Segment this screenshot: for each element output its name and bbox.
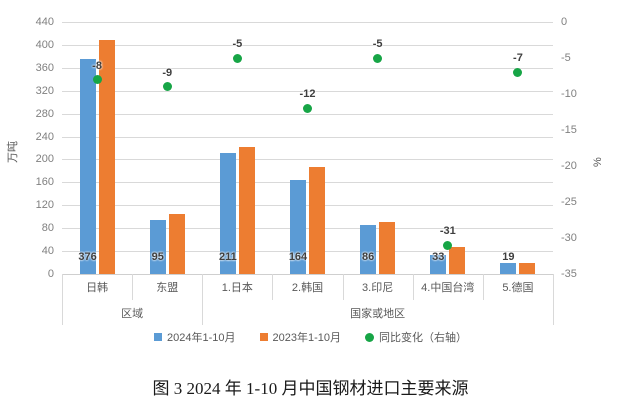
- bar-2023年1-10月-2.韩国: [309, 167, 325, 274]
- bar-2023年1-10月-东盟: [168, 214, 185, 274]
- category-separator: [272, 274, 274, 300]
- bar-2023年1-10月-4.中国台湾: [449, 246, 466, 274]
- grid-line: [62, 228, 553, 230]
- bar-2024年1-10月-东盟: [149, 219, 166, 274]
- right-axis-tick: -10: [561, 88, 577, 100]
- category-separator: [342, 274, 344, 300]
- left-axis-tick: 160: [35, 176, 54, 189]
- left-axis-tick: 240: [35, 130, 54, 143]
- data-dot: [232, 53, 242, 63]
- bar-2024年1-10月-2.韩国: [290, 180, 306, 274]
- left-axis-tick: 120: [35, 199, 54, 212]
- grid-line: [62, 136, 553, 138]
- bar-value-label: 211: [218, 251, 237, 263]
- category-label: 3.印尼: [362, 282, 394, 294]
- dot-value-label: -5: [232, 38, 243, 50]
- category-label: 2.韩国: [291, 282, 324, 294]
- left-axis-tick: 200: [35, 153, 54, 166]
- chart-area: 万吨 % 2024年1-10月 2023年1-10月 同比变化（右轴） 0 40 8…: [0, 16, 621, 345]
- figure-caption: 图 3 2024 年 1-10 月中国钢材进口主要来源: [152, 379, 469, 398]
- bar-2023年1-10月-1.日本: [238, 146, 255, 274]
- bar-value-label: 95: [151, 251, 164, 263]
- category-group-label: 区域: [121, 308, 144, 320]
- bar-value-label: 86: [362, 251, 375, 263]
- category-group-label: 国家或地区: [350, 308, 406, 320]
- category-separator: [202, 274, 204, 325]
- left-axis-tick: 80: [41, 222, 54, 235]
- bar-2024年1-10月-4.中国台湾: [430, 255, 447, 274]
- grid-line: [62, 113, 553, 115]
- bar-2024年1-10月-3.印尼: [360, 224, 377, 274]
- category-separator: [553, 274, 554, 325]
- data-dot: [443, 240, 453, 250]
- left-axis-tick: 320: [35, 84, 54, 97]
- grid-line: [62, 251, 553, 253]
- left-axis-tick: 280: [35, 107, 54, 120]
- bar-2023年1-10月-3.印尼: [379, 222, 396, 274]
- legend-label-yoy: 同比变化（右轴）: [379, 332, 467, 344]
- category-separator: [412, 274, 414, 300]
- grid-line: [62, 182, 553, 184]
- left-axis-tick: 440: [35, 16, 54, 28]
- data-dot: [92, 75, 102, 85]
- right-axis-tick: -5: [561, 52, 571, 64]
- grid-line: [62, 67, 553, 69]
- grid-line: [62, 205, 553, 207]
- legend-circle-green-icon: [365, 332, 374, 342]
- legend-item-2023: 2023年1-10月: [259, 329, 342, 345]
- bar-value-label: 19: [502, 251, 515, 263]
- bar-value-label: 33: [432, 251, 445, 263]
- right-axis-tick: -15: [561, 124, 577, 136]
- right-axis-tick: -20: [561, 160, 577, 172]
- bar-2024年1-10月-日韩: [79, 58, 96, 274]
- category-label: 4.中国台湾: [421, 282, 475, 294]
- left-axis-tick: 40: [41, 245, 54, 258]
- left-axis-tick: 0: [47, 268, 54, 280]
- legend-item-2024: 2024年1-10月: [154, 329, 236, 345]
- category-separator: [482, 274, 484, 300]
- dot-value-label: -9: [162, 66, 173, 79]
- dot-value-label: -8: [92, 59, 102, 72]
- dot-value-label: -12: [299, 88, 316, 101]
- legend-label-2023: 2023年1-10月: [272, 332, 342, 344]
- dot-value-label: -5: [372, 38, 383, 50]
- bar-2024年1-10月-5.德国: [500, 263, 517, 274]
- legend-item-yoy: 同比变化（右轴）: [365, 329, 467, 345]
- grid-line: [62, 274, 553, 275]
- dot-value-label: -7: [513, 52, 523, 65]
- category-separator: [132, 274, 134, 300]
- data-dot: [513, 67, 523, 77]
- category-label: 1.日本: [221, 282, 253, 294]
- grid-line: [62, 44, 553, 46]
- grid-line: [62, 159, 553, 161]
- grid-line: [62, 90, 553, 92]
- category-label: 5.德国: [502, 282, 534, 294]
- right-axis-tick: -25: [561, 196, 577, 208]
- data-dot: [373, 53, 383, 63]
- bar-value-label: 164: [288, 251, 308, 263]
- grid-line: [62, 22, 553, 23]
- legend-square-orange-icon: [259, 333, 268, 341]
- bar-2023年1-10月-日韩: [98, 40, 115, 274]
- bar-2024年1-10月-1.日本: [219, 153, 236, 274]
- right-axis-tick: -35: [561, 268, 577, 280]
- right-axis-tick: 0: [561, 16, 568, 28]
- chart-legend: 2024年1-10月 2023年1-10月 同比变化（右轴）: [0, 329, 621, 345]
- dot-value-label: -31: [439, 225, 456, 238]
- bar-2023年1-10月-5.德国: [519, 262, 536, 274]
- bar-value-label: 376: [78, 251, 97, 263]
- category-label: 东盟: [156, 282, 179, 294]
- data-dot: [162, 82, 172, 92]
- data-dot: [303, 103, 312, 113]
- left-axis-tick: 400: [35, 38, 54, 51]
- left-axis-tick: 360: [35, 61, 54, 74]
- right-axis-tick: -30: [561, 232, 577, 244]
- category-label: 日韩: [86, 282, 109, 294]
- category-separator: [62, 274, 63, 325]
- legend-label-2024: 2024年1-10月: [167, 332, 236, 344]
- legend-square-blue-icon: [154, 333, 162, 341]
